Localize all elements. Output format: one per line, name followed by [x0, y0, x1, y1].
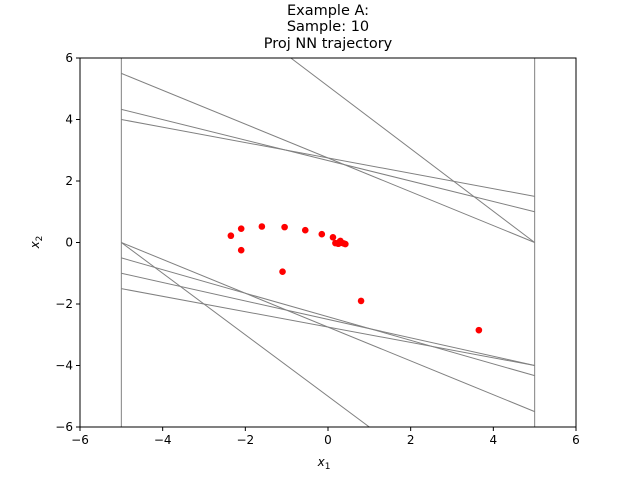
y-axis-label-main: x: [28, 240, 42, 249]
constraint-line: [121, 272, 535, 366]
x-tick-label: −2: [236, 433, 254, 447]
chart-title-line-2: Sample: 10: [287, 19, 369, 35]
trajectory-point: [318, 230, 326, 238]
trajectory-point: [475, 326, 483, 334]
y-tick-label: −6: [55, 420, 73, 434]
y-tick-label: 4: [65, 113, 73, 127]
plot-frame: [79, 57, 577, 428]
constraint-line: [121, 242, 370, 427]
x-tick-label: 4: [490, 433, 498, 447]
trajectory-point: [281, 223, 288, 231]
trajectory-point: [336, 238, 343, 246]
constraint-lines: [120, 58, 536, 427]
y-tick-label: 6: [65, 51, 73, 65]
trajectory-point: [329, 233, 337, 241]
constraint-line: [121, 288, 535, 366]
trajectory-points: [227, 223, 483, 334]
trajectory-point: [301, 226, 309, 234]
trajectory-point: [237, 246, 245, 254]
x-tick-label: −4: [154, 433, 172, 447]
x-axis-ticks: −6 −4 −2 0 2 4 6: [71, 427, 580, 447]
y-tick-label: −4: [55, 359, 73, 373]
y-axis-ticks: −6 −4 −2 0 2 4 6: [55, 51, 80, 434]
constraint-line: [121, 257, 535, 377]
x-tick-label: 0: [324, 433, 332, 447]
x-axis-label-sub: 1: [325, 462, 331, 472]
trajectory-point: [237, 225, 245, 232]
y-axis-label-sub: 2: [35, 236, 45, 242]
trajectory-point: [227, 232, 235, 240]
trajectory-point: [279, 268, 286, 276]
x-tick-label: 2: [407, 433, 415, 447]
constraint-line: [290, 58, 535, 243]
chart-title-line-3: Proj NN trajectory: [264, 36, 393, 52]
trajectory-point: [357, 297, 365, 305]
constraint-line: [121, 108, 535, 213]
trajectory-point: [258, 223, 266, 230]
x-tick-label: 6: [572, 433, 580, 447]
chart-title-line-1: Example A:: [287, 3, 369, 19]
x-tick-label: −6: [71, 433, 89, 447]
x-axis-label-main: x: [317, 455, 326, 469]
y-tick-label: −2: [55, 297, 73, 311]
x-axis-label: x1: [317, 455, 331, 472]
constraint-line: [121, 119, 535, 197]
y-tick-label: 2: [65, 174, 73, 188]
y-axis-label: x2: [28, 236, 45, 250]
y-tick-label: 0: [65, 236, 73, 250]
trajectory-point: [342, 240, 349, 248]
